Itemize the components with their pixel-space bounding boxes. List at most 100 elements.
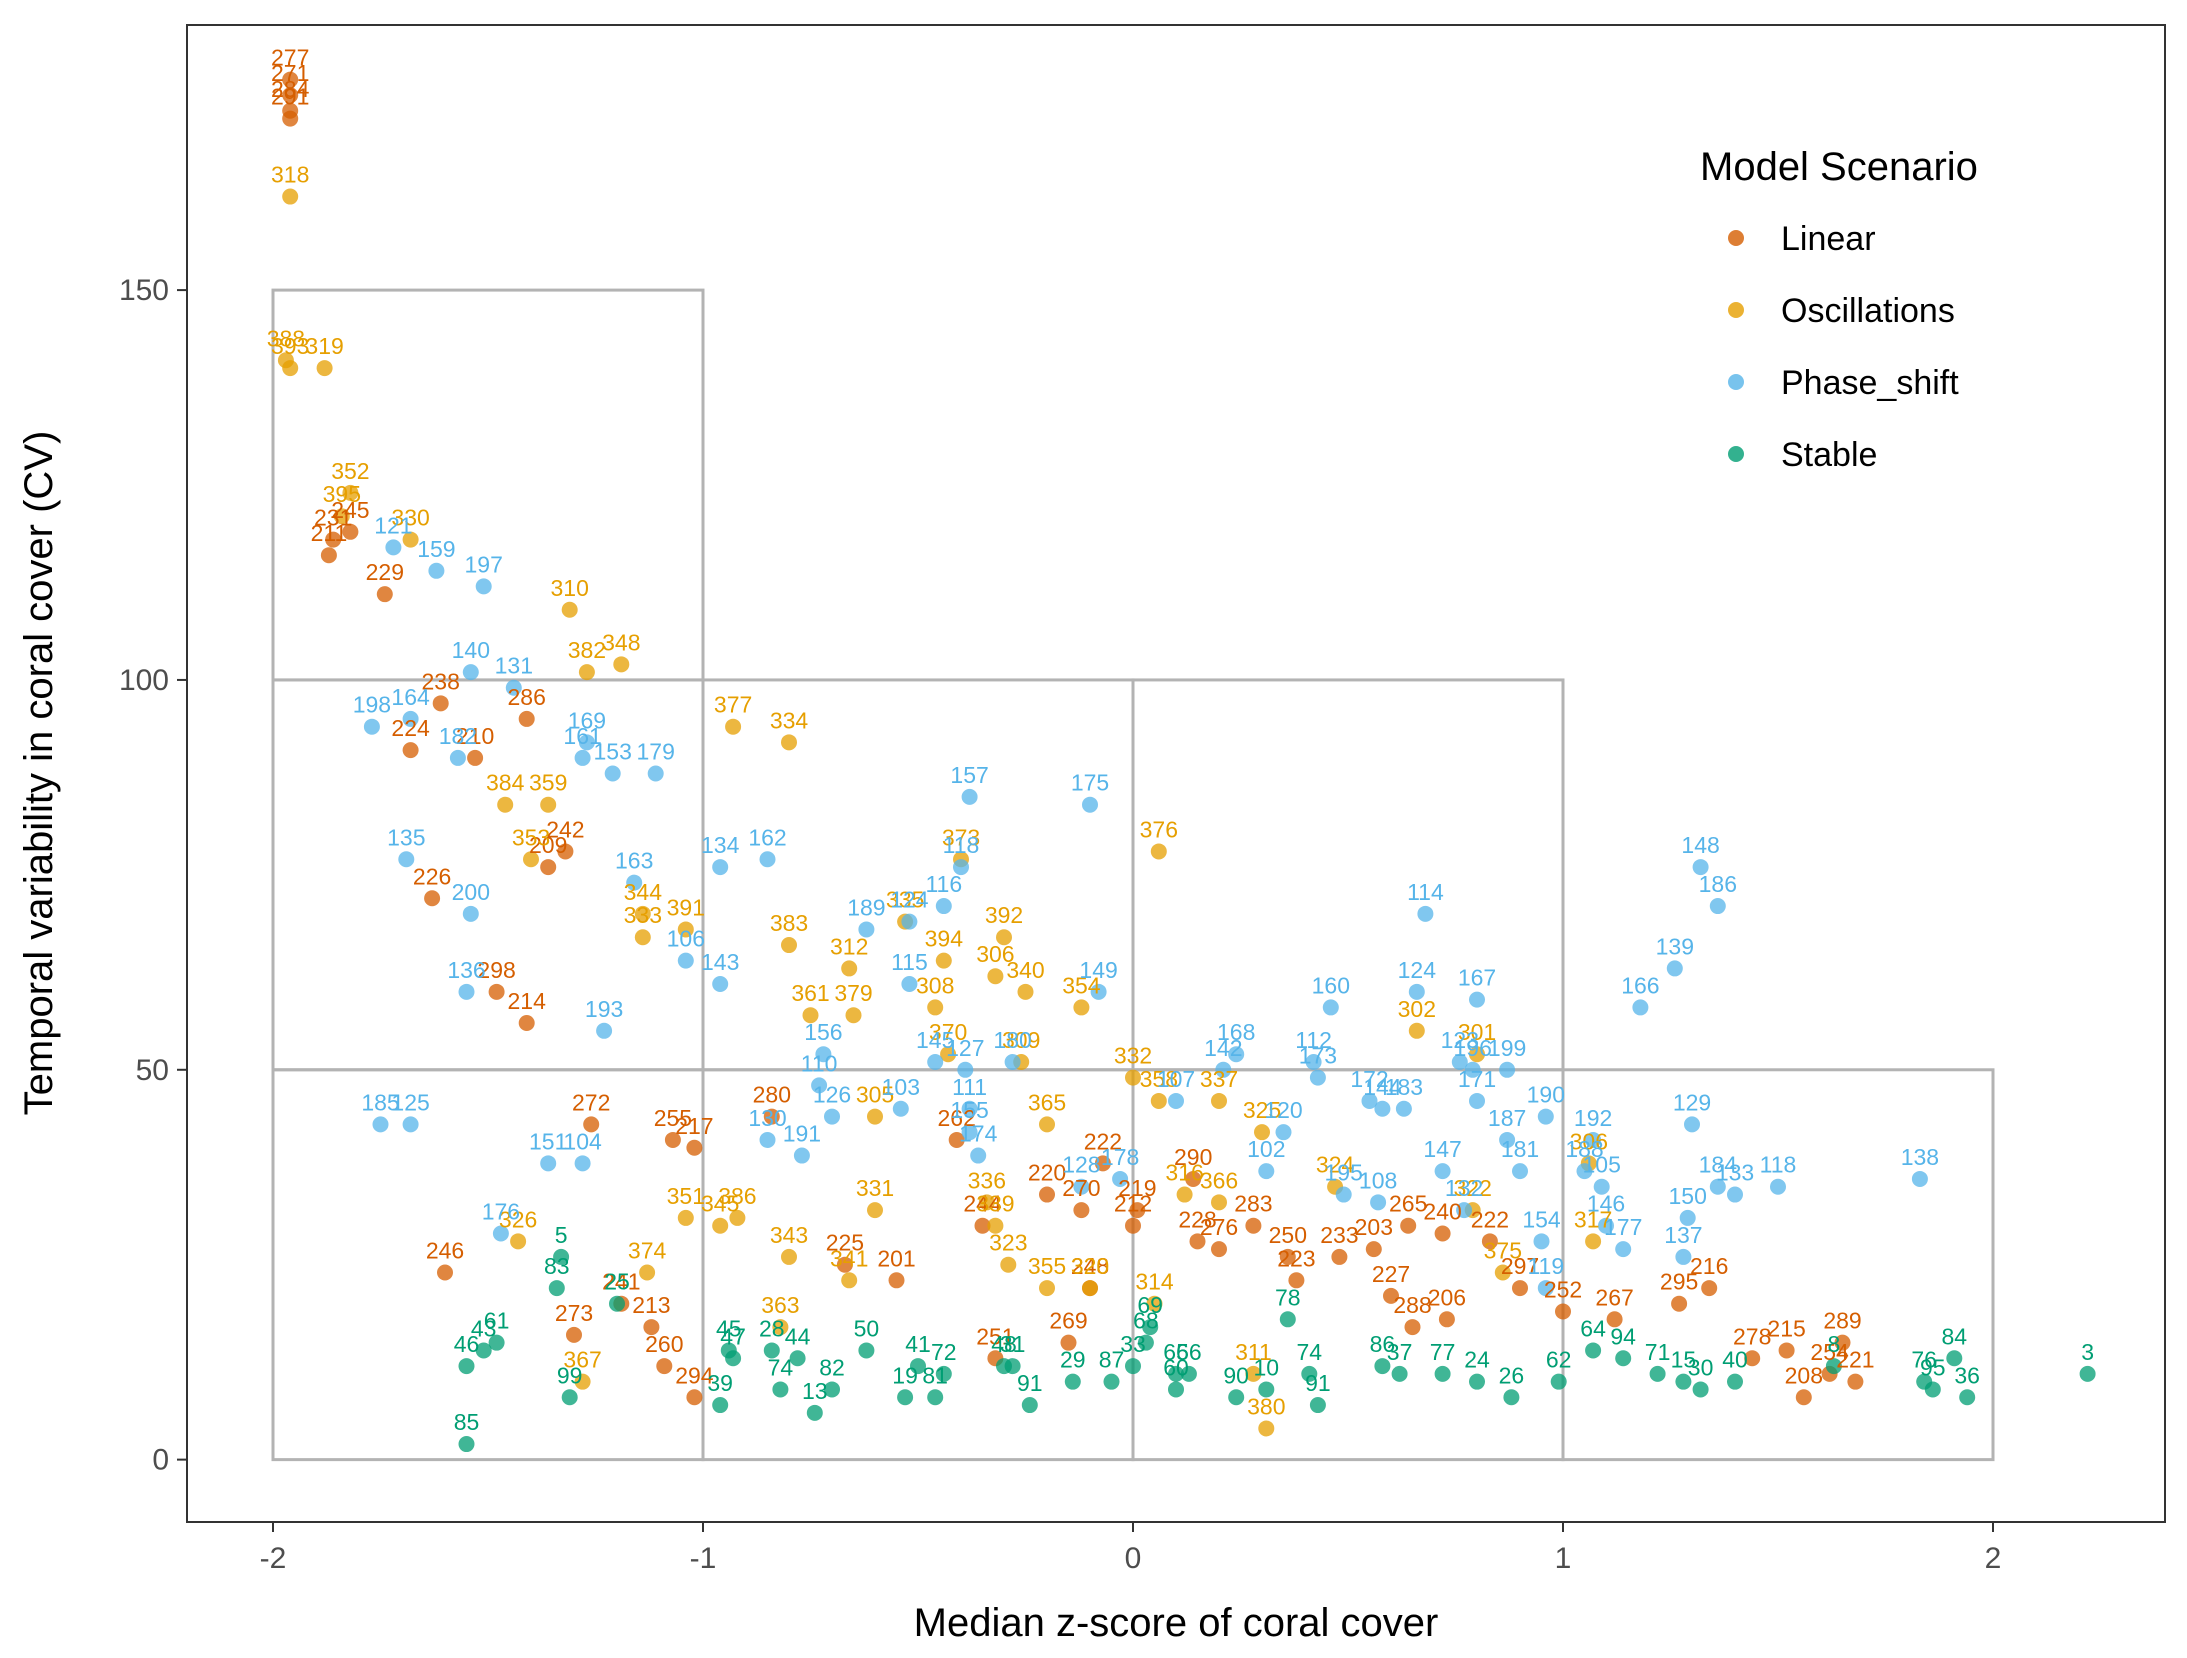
- data-point-label: 203: [1355, 1214, 1393, 1240]
- legend-key-phase_shift: [1728, 374, 1744, 390]
- data-point-phase_shift: [1335, 1186, 1352, 1203]
- data-point-oscillations: [1017, 983, 1034, 1000]
- data-point-label: 199: [1488, 1035, 1526, 1061]
- data-point-stable: [488, 1334, 505, 1351]
- data-point-stable: [1434, 1365, 1451, 1382]
- data-point-label: 137: [1664, 1222, 1702, 1248]
- data-point-stable: [1103, 1373, 1120, 1390]
- data-point-label: 308: [916, 972, 954, 998]
- data-point-label: 213: [632, 1292, 670, 1318]
- data-point-label: 77: [1430, 1339, 1456, 1365]
- data-point-label: 208: [1785, 1362, 1823, 1388]
- data-point-linear: [376, 586, 393, 603]
- data-point-oscillations: [1176, 1186, 1193, 1203]
- data-point-label: 119: [1527, 1253, 1564, 1279]
- data-point-linear: [1245, 1217, 1262, 1234]
- data-point-linear: [282, 87, 299, 104]
- data-point-label: 143: [701, 949, 739, 975]
- data-point-linear: [282, 71, 299, 88]
- data-point-label: 201: [877, 1245, 915, 1271]
- data-point-label: 251: [976, 1323, 1014, 1349]
- x-tick-label: 2: [1985, 1542, 2002, 1575]
- data-point-phase_shift: [1469, 1092, 1485, 1109]
- data-point-oscillations: [996, 929, 1012, 946]
- data-point-label: 81: [922, 1362, 948, 1388]
- data-point-label: 314: [1135, 1269, 1174, 1295]
- legend-key-stable: [1728, 446, 1744, 462]
- data-point-linear: [1365, 1241, 1382, 1258]
- data-point-label: 353: [512, 824, 550, 850]
- data-point-label: 110: [801, 1050, 838, 1076]
- data-point-label: 319: [305, 333, 343, 359]
- data-point-label: 146: [1587, 1191, 1625, 1217]
- data-point-label: 221: [1836, 1347, 1874, 1373]
- data-point-label: 365: [1028, 1089, 1066, 1115]
- data-point-label: 183: [1385, 1074, 1423, 1100]
- data-point-stable: [458, 1436, 475, 1453]
- data-point-label: 280: [753, 1082, 791, 1108]
- data-point-label: 19: [892, 1362, 918, 1388]
- data-point-phase_shift: [858, 921, 875, 938]
- data-point-oscillations: [1000, 1256, 1017, 1273]
- data-point-label: 124: [890, 887, 929, 913]
- data-point-label: 15: [1671, 1347, 1697, 1373]
- data-point-label: 374: [628, 1238, 667, 1264]
- data-point-label: 310: [551, 575, 589, 601]
- data-point-label: 344: [624, 879, 663, 905]
- data-point-phase_shift: [1576, 1163, 1593, 1180]
- data-point-stable: [1004, 1358, 1021, 1375]
- data-point-linear: [566, 1326, 582, 1343]
- data-point-stable: [1125, 1358, 1141, 1375]
- data-point-stable: [561, 1389, 578, 1406]
- data-point-label: 325: [1243, 1097, 1281, 1123]
- data-point-label: 151: [529, 1128, 567, 1154]
- data-point-label: 64: [1580, 1315, 1606, 1341]
- data-point-stable: [763, 1342, 780, 1359]
- data-point-phase_shift: [1456, 1202, 1473, 1219]
- data-point-label: 331: [856, 1175, 894, 1201]
- data-point-label: 103: [882, 1074, 920, 1100]
- data-point-phase_shift: [1770, 1178, 1786, 1195]
- data-point-phase_shift: [892, 1100, 909, 1117]
- data-point-label: 178: [1101, 1144, 1139, 1170]
- data-point-label: 76: [1911, 1347, 1937, 1373]
- data-point-oscillations: [867, 1108, 883, 1125]
- data-point-oscillations: [1494, 1264, 1511, 1281]
- data-point-stable: [910, 1358, 926, 1375]
- data-point-label: 228: [1178, 1206, 1216, 1232]
- data-point-linear: [1795, 1389, 1812, 1406]
- y-axis: 0 50 100 150: [119, 274, 187, 1477]
- data-point-phase_shift: [1082, 796, 1098, 813]
- data-point-label: 33: [1120, 1331, 1146, 1357]
- data-point-label: 10: [1254, 1354, 1280, 1380]
- data-point-oscillations: [1150, 1092, 1167, 1109]
- data-point-label: 68: [1133, 1308, 1159, 1334]
- data-point-linear: [1331, 1248, 1348, 1265]
- data-point-phase_shift: [901, 976, 918, 993]
- data-point-label: 229: [366, 559, 404, 585]
- data-point-stable: [772, 1381, 789, 1398]
- data-point-phase_shift: [1168, 1092, 1184, 1109]
- data-point-phase_shift: [1004, 1053, 1021, 1070]
- data-point-oscillations: [841, 1272, 858, 1289]
- x-tick-label: 0: [1125, 1542, 1142, 1575]
- data-point-oscillations: [561, 601, 578, 618]
- data-point-phase_shift: [505, 679, 522, 696]
- data-point-phase_shift: [1615, 1241, 1632, 1258]
- data-point-label: 379: [834, 980, 872, 1006]
- data-point-label: 252: [1544, 1276, 1582, 1302]
- data-point-linear: [686, 1139, 703, 1156]
- data-point-oscillations: [1211, 1092, 1227, 1109]
- data-point-label: 392: [985, 902, 1023, 928]
- data-point-stable: [1550, 1373, 1567, 1390]
- data-point-stable: [1137, 1334, 1154, 1351]
- data-point-label: 127: [946, 1035, 984, 1061]
- data-point-label: 219: [1118, 1175, 1156, 1201]
- data-point-label: 366: [1200, 1167, 1238, 1193]
- data-point-label: 69: [1137, 1292, 1163, 1318]
- data-point-phase_shift: [398, 851, 415, 868]
- data-point-phase_shift: [1533, 1233, 1550, 1250]
- data-point-label: 297: [1501, 1253, 1539, 1279]
- data-point-phase_shift: [647, 765, 664, 782]
- data-point-label: 190: [1527, 1082, 1565, 1108]
